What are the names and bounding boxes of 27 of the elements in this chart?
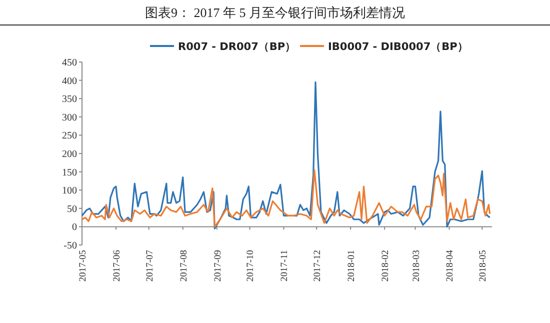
y-tick-label: 200 bbox=[62, 149, 77, 160]
y-tick-label: 100 bbox=[62, 186, 77, 197]
x-tick-label: 2017-11 bbox=[280, 250, 290, 282]
x-tick-label: 2018-02 bbox=[381, 250, 392, 282]
x-tick-label: 2018-03 bbox=[412, 250, 422, 282]
y-tick-label: 0 bbox=[72, 222, 77, 234]
x-tick-label: 2017-07 bbox=[145, 250, 156, 282]
y-tick-label: 250 bbox=[62, 130, 77, 142]
x-tick-label: 2017-09 bbox=[213, 250, 224, 282]
x-tick-label: 2017-12 bbox=[313, 250, 324, 282]
legend-label: R007 - DR007（BP） bbox=[178, 41, 296, 53]
x-tick-label: 2018-05 bbox=[478, 250, 489, 282]
x-tick-label: 2018-01 bbox=[347, 250, 358, 282]
x-tick-label: 2018-04 bbox=[446, 250, 456, 282]
y-tick-label: 400 bbox=[62, 76, 77, 87]
y-tick-label: 150 bbox=[62, 167, 77, 178]
x-tick-label: 2017-06 bbox=[112, 250, 122, 282]
chart-title: 图表9： 2017 年 5 月至今银行间市场利差情况 bbox=[145, 5, 405, 20]
x-tick-label: 2017-10 bbox=[246, 250, 256, 282]
y-tick-label: 50 bbox=[67, 204, 77, 215]
y-tick-label: -50 bbox=[64, 240, 77, 252]
y-tick-label: 450 bbox=[62, 58, 77, 68]
x-tick-label: 2017-08 bbox=[179, 250, 190, 282]
legend-label: IB0007 - DIB0007（BP） bbox=[328, 41, 468, 53]
y-tick-label: 300 bbox=[62, 112, 77, 124]
x-tick-label: 2017-05 bbox=[78, 250, 88, 282]
y-tick-label: 350 bbox=[62, 94, 77, 106]
